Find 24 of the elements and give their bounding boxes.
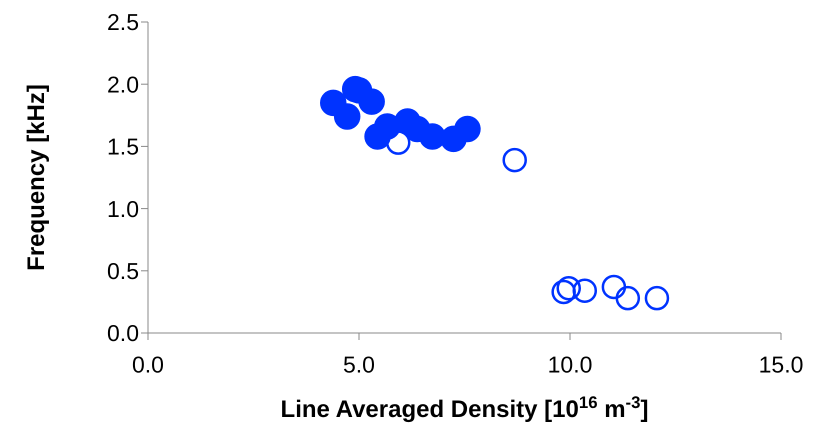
y-tick-label: 2.5 (107, 9, 139, 36)
point (556, 276, 581, 300)
point (551, 280, 576, 304)
point (358, 88, 385, 115)
point (334, 103, 360, 130)
x-tick-label: 10.0 (548, 351, 592, 378)
point (572, 278, 598, 303)
x-axis-title: Line Averaged Density [10$^{16}$ m$^{-3}$] (280, 392, 648, 423)
y-axis-title: Frequency [kHz] (22, 84, 50, 271)
y-tick-label: 1.0 (107, 196, 139, 222)
point (644, 286, 670, 310)
point (602, 274, 626, 300)
y-tick-label: 0.5 (107, 258, 139, 284)
point (502, 148, 527, 172)
point (616, 286, 640, 310)
y-tick-label: 2.0 (107, 71, 139, 98)
x-tick-label: 0.0 (132, 351, 164, 378)
point (419, 123, 446, 150)
point (386, 130, 410, 155)
y-tick-label: 0.0 (107, 320, 139, 346)
x-tick-label: 15.0 (758, 351, 804, 378)
y-tick-label: 1.5 (107, 134, 139, 160)
point (454, 116, 481, 142)
x-tick-label: 5.0 (343, 351, 375, 378)
